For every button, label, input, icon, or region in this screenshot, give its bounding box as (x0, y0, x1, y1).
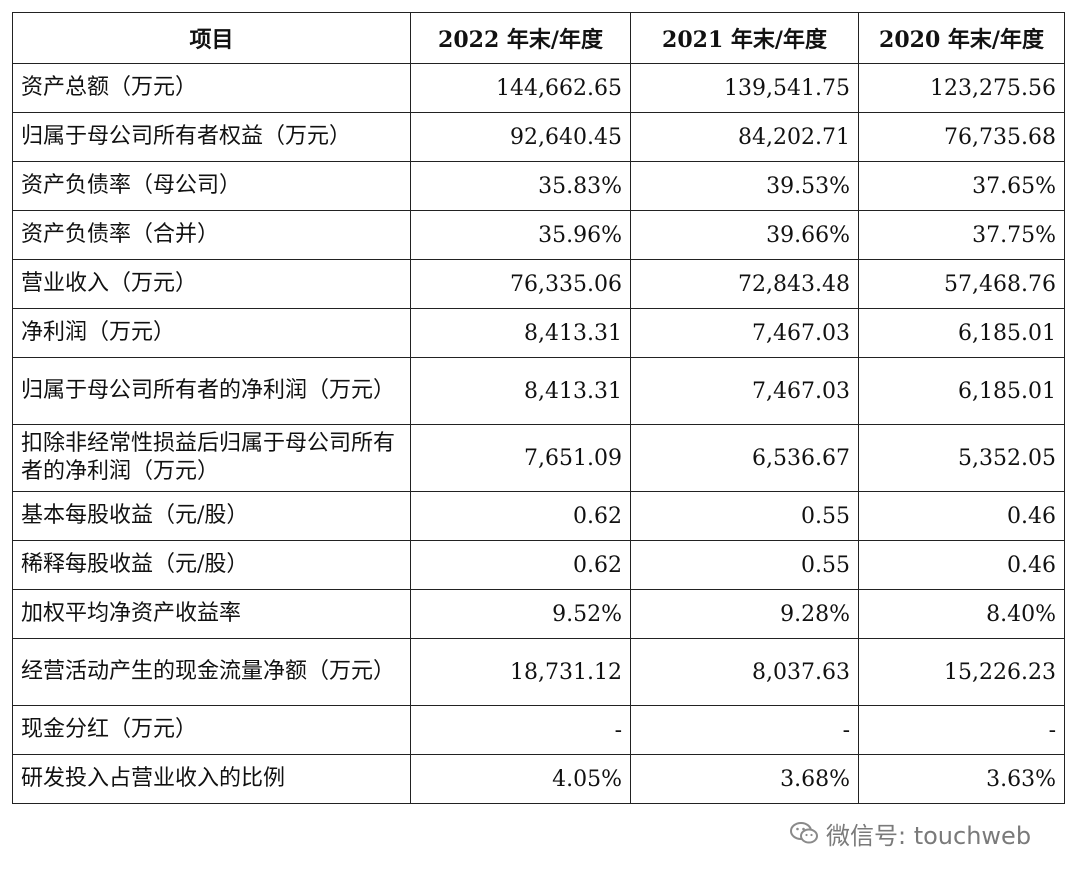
cell-2022: 7,651.09 (410, 424, 631, 492)
cell-2021: 6,536.67 (630, 424, 859, 492)
cell-2020: 3.63% (858, 754, 1065, 804)
row-label: 研发投入占营业收入的比例 (12, 754, 411, 804)
cell-2020: 76,735.68 (858, 112, 1065, 162)
cell-2021: 0.55 (630, 540, 859, 590)
table-row: 净利润（万元） 8,413.31 7,467.03 6,185.01 (12, 308, 1065, 358)
cell-2020: 0.46 (858, 540, 1065, 590)
table-row: 现金分红（万元） - - - (12, 705, 1065, 755)
table-row: 资产负债率（母公司） 35.83% 39.53% 37.65% (12, 161, 1065, 211)
wechat-watermark: 微信号: touchweb (790, 818, 1032, 850)
header-2022: 2022 年末/年度 (410, 12, 631, 64)
row-label: 经营活动产生的现金流量净额（万元） (12, 638, 411, 706)
table-row: 归属于母公司所有者的净利润（万元） 8,413.31 7,467.03 6,18… (12, 357, 1065, 425)
table-row: 研发投入占营业收入的比例 4.05% 3.68% 3.63% (12, 754, 1065, 804)
cell-2020: 123,275.56 (858, 63, 1065, 113)
cell-2020: - (858, 705, 1065, 755)
cell-2020: 15,226.23 (858, 638, 1065, 706)
cell-2022: 0.62 (410, 491, 631, 541)
cell-2022: 144,662.65 (410, 63, 631, 113)
table-row: 营业收入（万元） 76,335.06 72,843.48 57,468.76 (12, 259, 1065, 309)
table-row: 经营活动产生的现金流量净额（万元） 18,731.12 8,037.63 15,… (12, 638, 1065, 706)
cell-2020: 37.75% (858, 210, 1065, 260)
row-label: 归属于母公司所有者的净利润（万元） (12, 357, 411, 425)
cell-2021: 72,843.48 (630, 259, 859, 309)
header-item: 项目 (12, 12, 411, 64)
cell-2020: 37.65% (858, 161, 1065, 211)
cell-2022: 4.05% (410, 754, 631, 804)
row-label: 净利润（万元） (12, 308, 411, 358)
row-label: 稀释每股收益（元/股） (12, 540, 411, 590)
table-row: 扣除非经常性损益后归属于母公司所有者的净利润（万元） 7,651.09 6,53… (12, 424, 1065, 492)
table-row: 加权平均净资产收益率 9.52% 9.28% 8.40% (12, 589, 1065, 639)
cell-2021: 139,541.75 (630, 63, 859, 113)
table-row: 归属于母公司所有者权益（万元） 92,640.45 84,202.71 76,7… (12, 112, 1065, 162)
row-label: 资产负债率（合并） (12, 210, 411, 260)
cell-2022: 35.96% (410, 210, 631, 260)
cell-2021: 39.53% (630, 161, 859, 211)
wechat-icon (790, 822, 818, 844)
row-label: 扣除非经常性损益后归属于母公司所有者的净利润（万元） (12, 424, 411, 492)
watermark-text: 微信号: touchweb (826, 821, 1032, 850)
cell-2020: 8.40% (858, 589, 1065, 639)
cell-2022: 0.62 (410, 540, 631, 590)
cell-2022: 35.83% (410, 161, 631, 211)
cell-2021: - (630, 705, 859, 755)
row-label: 归属于母公司所有者权益（万元） (12, 112, 411, 162)
row-label: 营业收入（万元） (12, 259, 411, 309)
financial-data-table: 项目 2022 年末/年度 2021 年末/年度 2020 年末/年度 资产总额… (12, 12, 1065, 804)
cell-2021: 7,467.03 (630, 357, 859, 425)
cell-2022: 8,413.31 (410, 357, 631, 425)
table-header-row: 项目 2022 年末/年度 2021 年末/年度 2020 年末/年度 (12, 12, 1065, 64)
header-2021: 2021 年末/年度 (630, 12, 859, 64)
cell-2022: 8,413.31 (410, 308, 631, 358)
cell-2021: 84,202.71 (630, 112, 859, 162)
row-label: 基本每股收益（元/股） (12, 491, 411, 541)
table-row: 稀释每股收益（元/股） 0.62 0.55 0.46 (12, 540, 1065, 590)
cell-2021: 39.66% (630, 210, 859, 260)
cell-2020: 6,185.01 (858, 357, 1065, 425)
cell-2022: 92,640.45 (410, 112, 631, 162)
cell-2021: 9.28% (630, 589, 859, 639)
cell-2020: 5,352.05 (858, 424, 1065, 492)
row-label: 资产负债率（母公司） (12, 161, 411, 211)
cell-2021: 7,467.03 (630, 308, 859, 358)
cell-2021: 8,037.63 (630, 638, 859, 706)
row-label: 加权平均净资产收益率 (12, 589, 411, 639)
cell-2021: 3.68% (630, 754, 859, 804)
cell-2020: 0.46 (858, 491, 1065, 541)
cell-2022: 76,335.06 (410, 259, 631, 309)
cell-2020: 6,185.01 (858, 308, 1065, 358)
row-label: 资产总额（万元） (12, 63, 411, 113)
cell-2022: - (410, 705, 631, 755)
header-2020: 2020 年末/年度 (858, 12, 1065, 64)
table-row: 基本每股收益（元/股） 0.62 0.55 0.46 (12, 491, 1065, 541)
table-row: 资产负债率（合并） 35.96% 39.66% 37.75% (12, 210, 1065, 260)
table-row: 资产总额（万元） 144,662.65 139,541.75 123,275.5… (12, 63, 1065, 113)
cell-2022: 9.52% (410, 589, 631, 639)
cell-2022: 18,731.12 (410, 638, 631, 706)
row-label: 现金分红（万元） (12, 705, 411, 755)
cell-2020: 57,468.76 (858, 259, 1065, 309)
cell-2021: 0.55 (630, 491, 859, 541)
